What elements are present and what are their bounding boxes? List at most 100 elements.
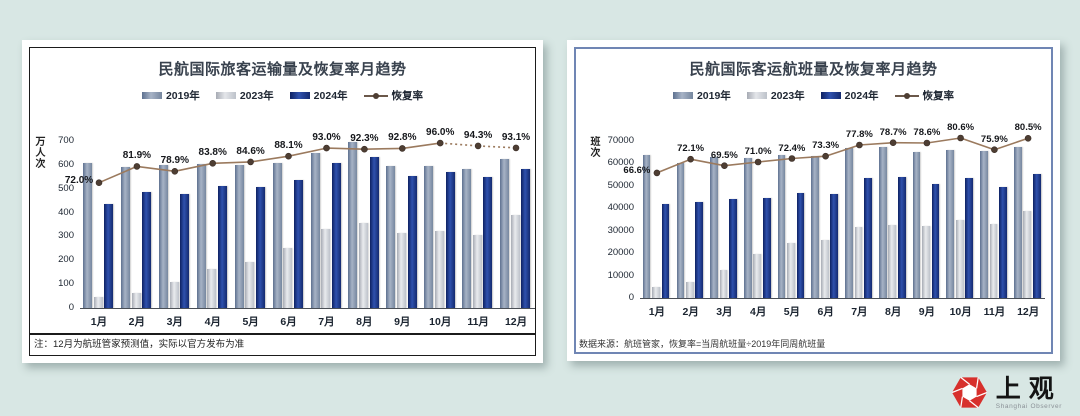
bar-2024年-8月 xyxy=(369,156,379,308)
bar-2024年-3月 xyxy=(180,194,190,308)
bar-2019年-6月 xyxy=(811,155,820,298)
recovery-rate-label: 92.8% xyxy=(388,132,417,144)
bar-2019年-5月 xyxy=(234,164,244,308)
recovery-rate-label: 93.0% xyxy=(312,132,341,144)
recovery-rate-label: 71.0% xyxy=(744,146,772,157)
y-tick-label: 0 xyxy=(68,302,74,313)
x-tick-label: 6月 xyxy=(280,316,297,328)
bar-2023年-7月 xyxy=(854,227,863,298)
recovery-marker-9月 xyxy=(398,145,406,152)
y-tick-label: 200 xyxy=(58,254,74,266)
x-tick-label: 4月 xyxy=(204,316,221,328)
y-tick-label: 40000 xyxy=(607,202,634,214)
legend-label: 2019年 xyxy=(696,90,731,102)
recovery-marker-1月 xyxy=(95,179,103,187)
bar-2023年-12月 xyxy=(1023,210,1032,298)
recovery-rate-label: 83.8% xyxy=(198,147,227,159)
bar-2019年-9月 xyxy=(386,166,396,308)
legend-item-recovery-rate: 恢复率 xyxy=(363,88,423,103)
bar-2024年-11月 xyxy=(999,187,1007,298)
recovery-rate-label: 75.9% xyxy=(980,133,1008,145)
legend-swatch-2024 xyxy=(820,92,841,99)
bar-2019年-11月 xyxy=(462,168,472,308)
bar-2023年-5月 xyxy=(787,243,795,298)
bar-2019年-7月 xyxy=(310,152,320,308)
recovery-rate-label: 72.4% xyxy=(778,142,806,154)
bar-2023年-6月 xyxy=(820,239,829,298)
recovery-marker-1月 xyxy=(653,169,661,177)
bar-2019年-9月 xyxy=(912,152,921,298)
bar-2023年-1月 xyxy=(652,286,660,298)
bar-2023年-7月 xyxy=(321,229,331,308)
bar-2023年-9月 xyxy=(397,232,406,308)
recovery-rate-label: 78.9% xyxy=(160,155,189,167)
legend-item-2019: 2019年 xyxy=(672,88,731,103)
bar-2019年-3月 xyxy=(710,156,718,298)
bar-2024年-1月 xyxy=(104,204,114,308)
legend-label: 2019年 xyxy=(165,90,200,102)
x-tick-label: 2月 xyxy=(682,306,699,318)
x-tick-label: 12月 xyxy=(504,316,528,328)
recovery-rate-label: 66.6% xyxy=(623,164,651,176)
x-axis-line xyxy=(640,298,1045,300)
legend-line-marker-icon xyxy=(363,92,388,99)
bar-2023年-2月 xyxy=(131,292,141,308)
chart-note: 注：12月为航班管家预测值，实际以官方发布为准 xyxy=(30,333,535,355)
recovery-marker-10月 xyxy=(957,134,964,142)
bar-2024年-4月 xyxy=(762,198,771,298)
legend-swatch-2019 xyxy=(141,92,162,99)
x-tick-label: 10月 xyxy=(429,316,452,328)
bar-2024年-2月 xyxy=(142,191,152,308)
x-tick-label: 3月 xyxy=(716,306,733,318)
y-axis-unit-label: 班次 xyxy=(588,136,599,158)
y-tick-label: 500 xyxy=(58,182,74,194)
legend-swatch-2019 xyxy=(672,92,693,99)
bar-2023年-3月 xyxy=(719,270,728,298)
y-tick-label: 400 xyxy=(58,206,74,218)
x-tick-label: 1月 xyxy=(648,306,666,318)
recovery-marker-6月 xyxy=(285,152,292,160)
recovery-rate-label: 80.5% xyxy=(1014,122,1042,134)
x-tick-label: 5月 xyxy=(242,316,259,328)
legend-swatch-2024 xyxy=(289,92,310,99)
x-tick-label: 11月 xyxy=(983,306,1006,318)
recovery-rate-label: 78.6% xyxy=(913,127,941,138)
x-tick-label: 7月 xyxy=(851,306,868,318)
recovery-rate-label: 77.8% xyxy=(845,129,873,140)
y-tick-label: 20000 xyxy=(607,247,634,259)
y-tick-label: 0 xyxy=(628,292,634,303)
recovery-marker-4月 xyxy=(209,159,216,167)
y-tick-label: 10000 xyxy=(607,269,634,281)
recovery-rate-label: 94.3% xyxy=(463,129,493,141)
recovery-rate-label: 96.0% xyxy=(426,127,455,139)
bar-2019年-1月 xyxy=(83,162,92,308)
recovery-rate-label: 88.1% xyxy=(274,140,303,152)
x-tick-label: 11月 xyxy=(467,316,489,328)
y-tick-label: 60000 xyxy=(607,157,634,169)
x-tick-label: 7月 xyxy=(318,316,335,328)
bar-2019年-1月 xyxy=(642,154,651,298)
bar-2023年-2月 xyxy=(685,282,694,298)
bar-2023年-3月 xyxy=(169,281,179,308)
legend-label: 2023年 xyxy=(239,90,274,102)
bar-2023年-8月 xyxy=(888,225,897,298)
x-tick-label: 12月 xyxy=(1017,306,1040,318)
x-tick-label: 10月 xyxy=(949,306,972,318)
bar-2024年-12月 xyxy=(1032,173,1041,298)
bar-2024年-3月 xyxy=(729,199,737,298)
bar-2024年-10月 xyxy=(445,172,455,308)
recovery-marker-12月 xyxy=(512,144,520,152)
bar-2024年-4月 xyxy=(218,186,227,308)
bar-2019年-11月 xyxy=(980,151,988,298)
recovery-marker-3月 xyxy=(171,167,179,175)
bar-2024年-6月 xyxy=(830,193,839,298)
chart-title: 民航国际旅客运输量及恢复率月趋势 xyxy=(158,61,407,78)
bar-2023年-10月 xyxy=(434,230,444,308)
bar-2019年-12月 xyxy=(1013,146,1022,298)
logo-subtitle: Shanghai Observer xyxy=(995,402,1062,410)
bar-2019年-12月 xyxy=(500,158,510,308)
bar-2019年-5月 xyxy=(777,154,786,298)
recovery-marker-9月 xyxy=(923,139,931,147)
x-tick-label: 8月 xyxy=(885,306,902,318)
legend-item-recovery-rate: 恢复率 xyxy=(894,88,954,103)
